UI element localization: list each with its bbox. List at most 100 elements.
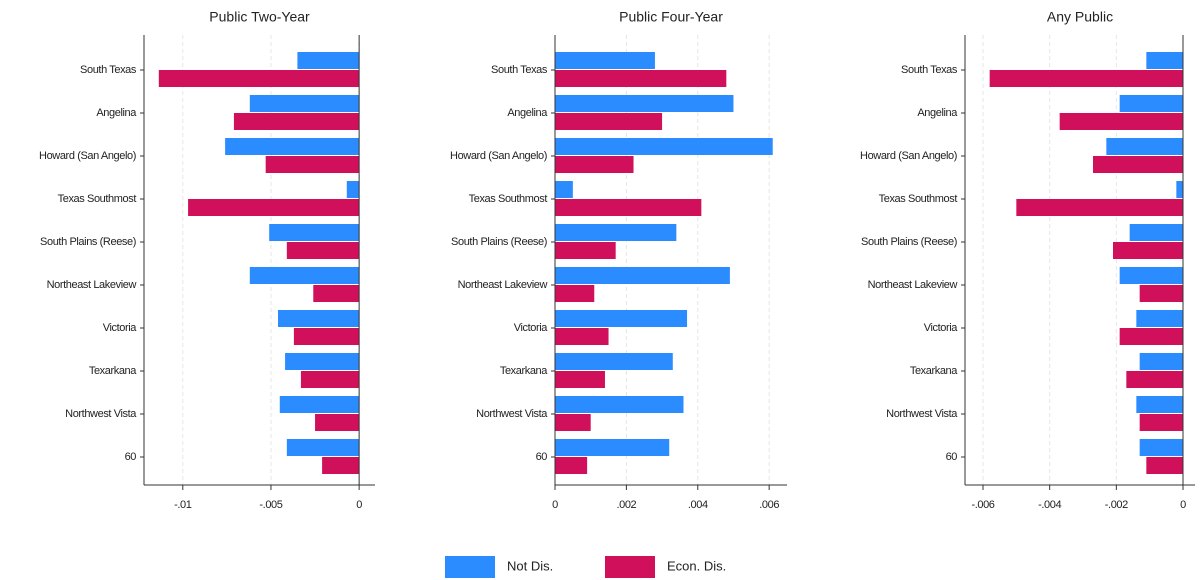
bar (322, 457, 360, 474)
x-tick-label: 0 (552, 499, 558, 511)
bar (1139, 353, 1183, 370)
bar (555, 285, 595, 302)
legend-swatch (605, 556, 655, 578)
y-tick-label: Angelina (96, 107, 137, 119)
bar (1139, 285, 1183, 302)
bar (188, 199, 360, 216)
bar (1113, 242, 1183, 259)
x-tick-label: 0 (1180, 499, 1186, 511)
bar (285, 353, 360, 370)
bar (346, 181, 360, 198)
x-tick-label: -.005 (259, 499, 282, 511)
y-tick-label: South Plains (Reese) (40, 236, 136, 248)
bar (225, 138, 360, 155)
x-tick-label: .002 (616, 499, 636, 511)
y-tick-label: 60 (125, 451, 137, 463)
x-tick-label: 0 (356, 499, 362, 511)
bar (555, 328, 609, 345)
y-tick-label: South Texas (901, 64, 958, 76)
bar (233, 113, 360, 130)
y-tick-label: South Texas (80, 64, 137, 76)
y-tick-label: Angelina (507, 107, 548, 119)
legend-label: Not Dis. (507, 558, 553, 573)
bar (249, 95, 360, 112)
bar (1119, 328, 1183, 345)
bar (555, 199, 702, 216)
bar (269, 224, 360, 241)
bar (286, 242, 360, 259)
x-tick-label: .006 (759, 499, 779, 511)
bar (1119, 267, 1183, 284)
y-tick-label: Northwest Vista (886, 408, 958, 420)
bar (1139, 414, 1183, 431)
legend-swatch (445, 556, 495, 578)
bar (1136, 396, 1183, 413)
y-tick-label: Texas Southmost (58, 193, 137, 205)
y-tick-label: Northeast Lakeview (868, 279, 958, 291)
bar (265, 156, 360, 173)
bar (1119, 95, 1183, 112)
y-tick-label: Texas Southmost (879, 193, 958, 205)
bar (1106, 138, 1183, 155)
bar (278, 310, 360, 327)
x-tick-label: -.004 (1038, 499, 1061, 511)
bar (1146, 457, 1183, 474)
bar (555, 414, 591, 431)
bar (555, 310, 688, 327)
chart-title: Any Public (1047, 9, 1113, 25)
legend-label: Econ. Dis. (667, 558, 726, 573)
x-tick-label: -.006 (971, 499, 994, 511)
bar (555, 457, 588, 474)
y-tick-label: Victoria (924, 322, 959, 334)
bar (555, 181, 573, 198)
bar (555, 267, 730, 284)
bar (555, 156, 634, 173)
x-tick-label: .004 (688, 499, 708, 511)
y-tick-label: South Plains (Reese) (861, 236, 957, 248)
y-tick-label: Northeast Lakeview (47, 279, 137, 291)
y-tick-label: Victoria (103, 322, 138, 334)
bar (286, 439, 360, 456)
chart-title: Public Four-Year (619, 9, 723, 25)
x-tick-label: -.002 (1105, 499, 1128, 511)
bar (1176, 181, 1183, 198)
bar (313, 285, 360, 302)
y-tick-label: Northwest Vista (476, 408, 548, 420)
bar (555, 439, 670, 456)
bar (1139, 439, 1183, 456)
bar (555, 70, 727, 87)
bar (158, 70, 360, 87)
bar (555, 113, 663, 130)
y-tick-label: Howard (San Angelo) (860, 150, 957, 162)
bar (555, 353, 673, 370)
y-tick-label: Victoria (514, 322, 549, 334)
y-tick-label: Texas Southmost (469, 193, 548, 205)
bar (1093, 156, 1183, 173)
bar (300, 371, 360, 388)
bar (1059, 113, 1183, 130)
bar (555, 95, 734, 112)
y-tick-label: Northwest Vista (65, 408, 137, 420)
y-tick-label: South Texas (491, 64, 548, 76)
y-tick-label: Texarkana (500, 365, 548, 377)
bar (989, 70, 1183, 87)
y-tick-label: Howard (San Angelo) (39, 150, 136, 162)
y-tick-label: Texarkana (910, 365, 958, 377)
bar (1146, 52, 1183, 69)
bar (1136, 310, 1183, 327)
bar (555, 138, 773, 155)
bar (297, 52, 360, 69)
y-tick-label: Howard (San Angelo) (450, 150, 547, 162)
bar (293, 328, 360, 345)
bar (555, 396, 684, 413)
y-tick-label: 60 (536, 451, 548, 463)
y-tick-label: Texarkana (89, 365, 137, 377)
bar (555, 371, 605, 388)
bar (279, 396, 360, 413)
y-tick-label: South Plains (Reese) (451, 236, 547, 248)
y-tick-label: Angelina (917, 107, 958, 119)
bar (555, 52, 655, 69)
bar (1016, 199, 1183, 216)
x-tick-label: -.01 (174, 499, 192, 511)
